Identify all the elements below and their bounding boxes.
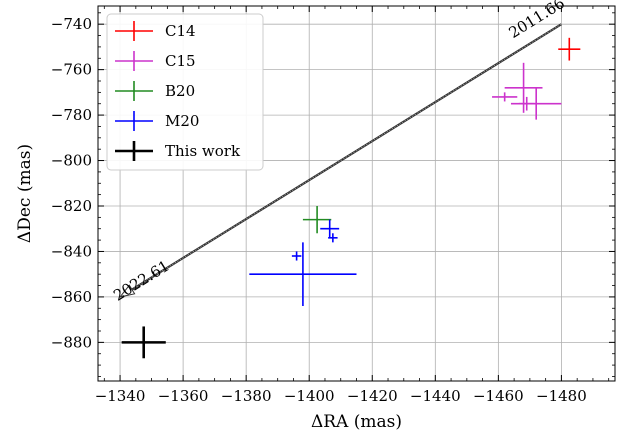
error-bar-point [492, 92, 518, 102]
legend-entry: C14 [115, 21, 196, 41]
legend-entry: C15 [115, 51, 196, 71]
legend-label: M20 [165, 112, 199, 130]
y-tick-label: −800 [51, 152, 92, 170]
legend-entry: This work [115, 141, 241, 161]
x-tick-label: −1340 [95, 387, 146, 405]
legend-label: C15 [165, 52, 196, 70]
error-bar-point [320, 219, 340, 238]
legend-label: C14 [165, 22, 196, 40]
error-bar-point [302, 206, 332, 234]
error-bar-point [121, 326, 166, 359]
error-bar-point [249, 242, 357, 306]
x-tick-label: −1380 [221, 387, 272, 405]
x-tick-label: −1480 [536, 387, 587, 405]
arrow-label-end: 2022.61 [110, 257, 172, 305]
y-tick-label: −840 [51, 242, 92, 260]
plot-frame [97, 5, 616, 382]
x-tick-label: −1440 [410, 387, 461, 405]
data-points [121, 37, 581, 359]
y-tick-label: −820 [51, 197, 92, 215]
legend-label: B20 [165, 82, 195, 100]
legend-label: This work [165, 142, 241, 160]
legend-box [106, 13, 264, 171]
y-tick-label: −760 [51, 61, 92, 79]
x-axis-label: ΔRA (mas) [311, 412, 402, 432]
arrow-shaft-texture [131, 23, 562, 290]
y-tick-label: −740 [51, 15, 92, 33]
y-tick-label: −780 [51, 106, 92, 124]
error-bar-point [291, 251, 302, 261]
error-bar-point [510, 87, 562, 120]
x-axis-ticks: −1340 −1360 −1380 −1400 −1420 −1440 −1460 −1480 [95, 6, 610, 405]
x-tick-label: −1460 [473, 387, 524, 405]
x-tick-label: −1420 [347, 387, 398, 405]
legend: C14 C15 B20 M20 This work [106, 13, 264, 171]
y-axis-label: ΔDec (mas) [15, 144, 35, 243]
legend-entry: B20 [115, 81, 195, 101]
error-bar-point [558, 37, 581, 61]
y-tick-label: −880 [51, 333, 92, 351]
x-tick-label: −1400 [284, 387, 335, 405]
y-tick-label: −860 [51, 288, 92, 306]
legend-entry: M20 [115, 111, 199, 131]
x-tick-label: −1360 [158, 387, 209, 405]
arrow-head [118, 284, 136, 298]
